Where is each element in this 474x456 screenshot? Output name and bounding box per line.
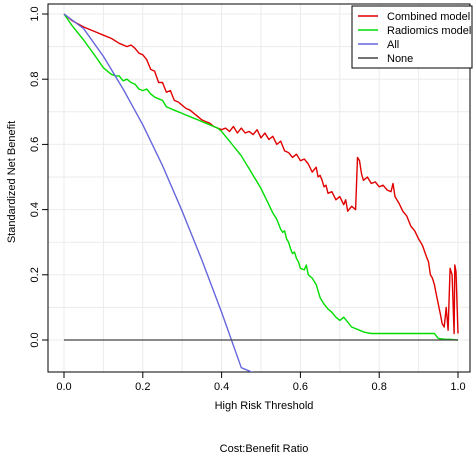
series-line-radiomics-model xyxy=(63,13,459,341)
y-tick-label: 0.0 xyxy=(29,332,41,347)
legend-label: All xyxy=(387,39,399,51)
legend-label: Radiomics model xyxy=(387,25,471,37)
y-tick-label: 0.6 xyxy=(29,137,41,152)
legend-label: Combined model xyxy=(387,11,470,23)
legend: Combined model Radiomics model All None xyxy=(351,5,473,69)
x-axis-title: High Risk Threshold xyxy=(215,400,314,412)
x-tick-label: 0.6 xyxy=(293,381,308,393)
x-tick-label: 0.0 xyxy=(56,381,71,393)
legend-label: None xyxy=(387,53,413,65)
plot-frame xyxy=(47,3,471,373)
axis-layer: 0.0 0.2 0.4 0.6 0.8 1.0 0.0 0.2 0.4 0.6 0.8 1.0 xyxy=(29,3,471,393)
y-tick-label: 1.0 xyxy=(29,6,41,21)
secondary-x-axis-title: Cost:Benefit Ratio xyxy=(220,443,309,455)
series-line-all xyxy=(63,13,254,372)
y-tick-label: 0.8 xyxy=(29,72,41,87)
series-layer xyxy=(63,13,459,372)
y-tick-label: 0.2 xyxy=(29,267,41,282)
series-line-combined-model xyxy=(63,13,459,335)
x-tick-label: 0.4 xyxy=(214,381,229,393)
x-tick-label: 0.8 xyxy=(372,381,387,393)
x-tick-label: 0.2 xyxy=(135,381,150,393)
y-tick-label: 0.4 xyxy=(29,202,41,217)
y-axis-title: Standardized Net Benefit xyxy=(6,121,18,243)
x-tick-label: 1.0 xyxy=(450,381,465,393)
